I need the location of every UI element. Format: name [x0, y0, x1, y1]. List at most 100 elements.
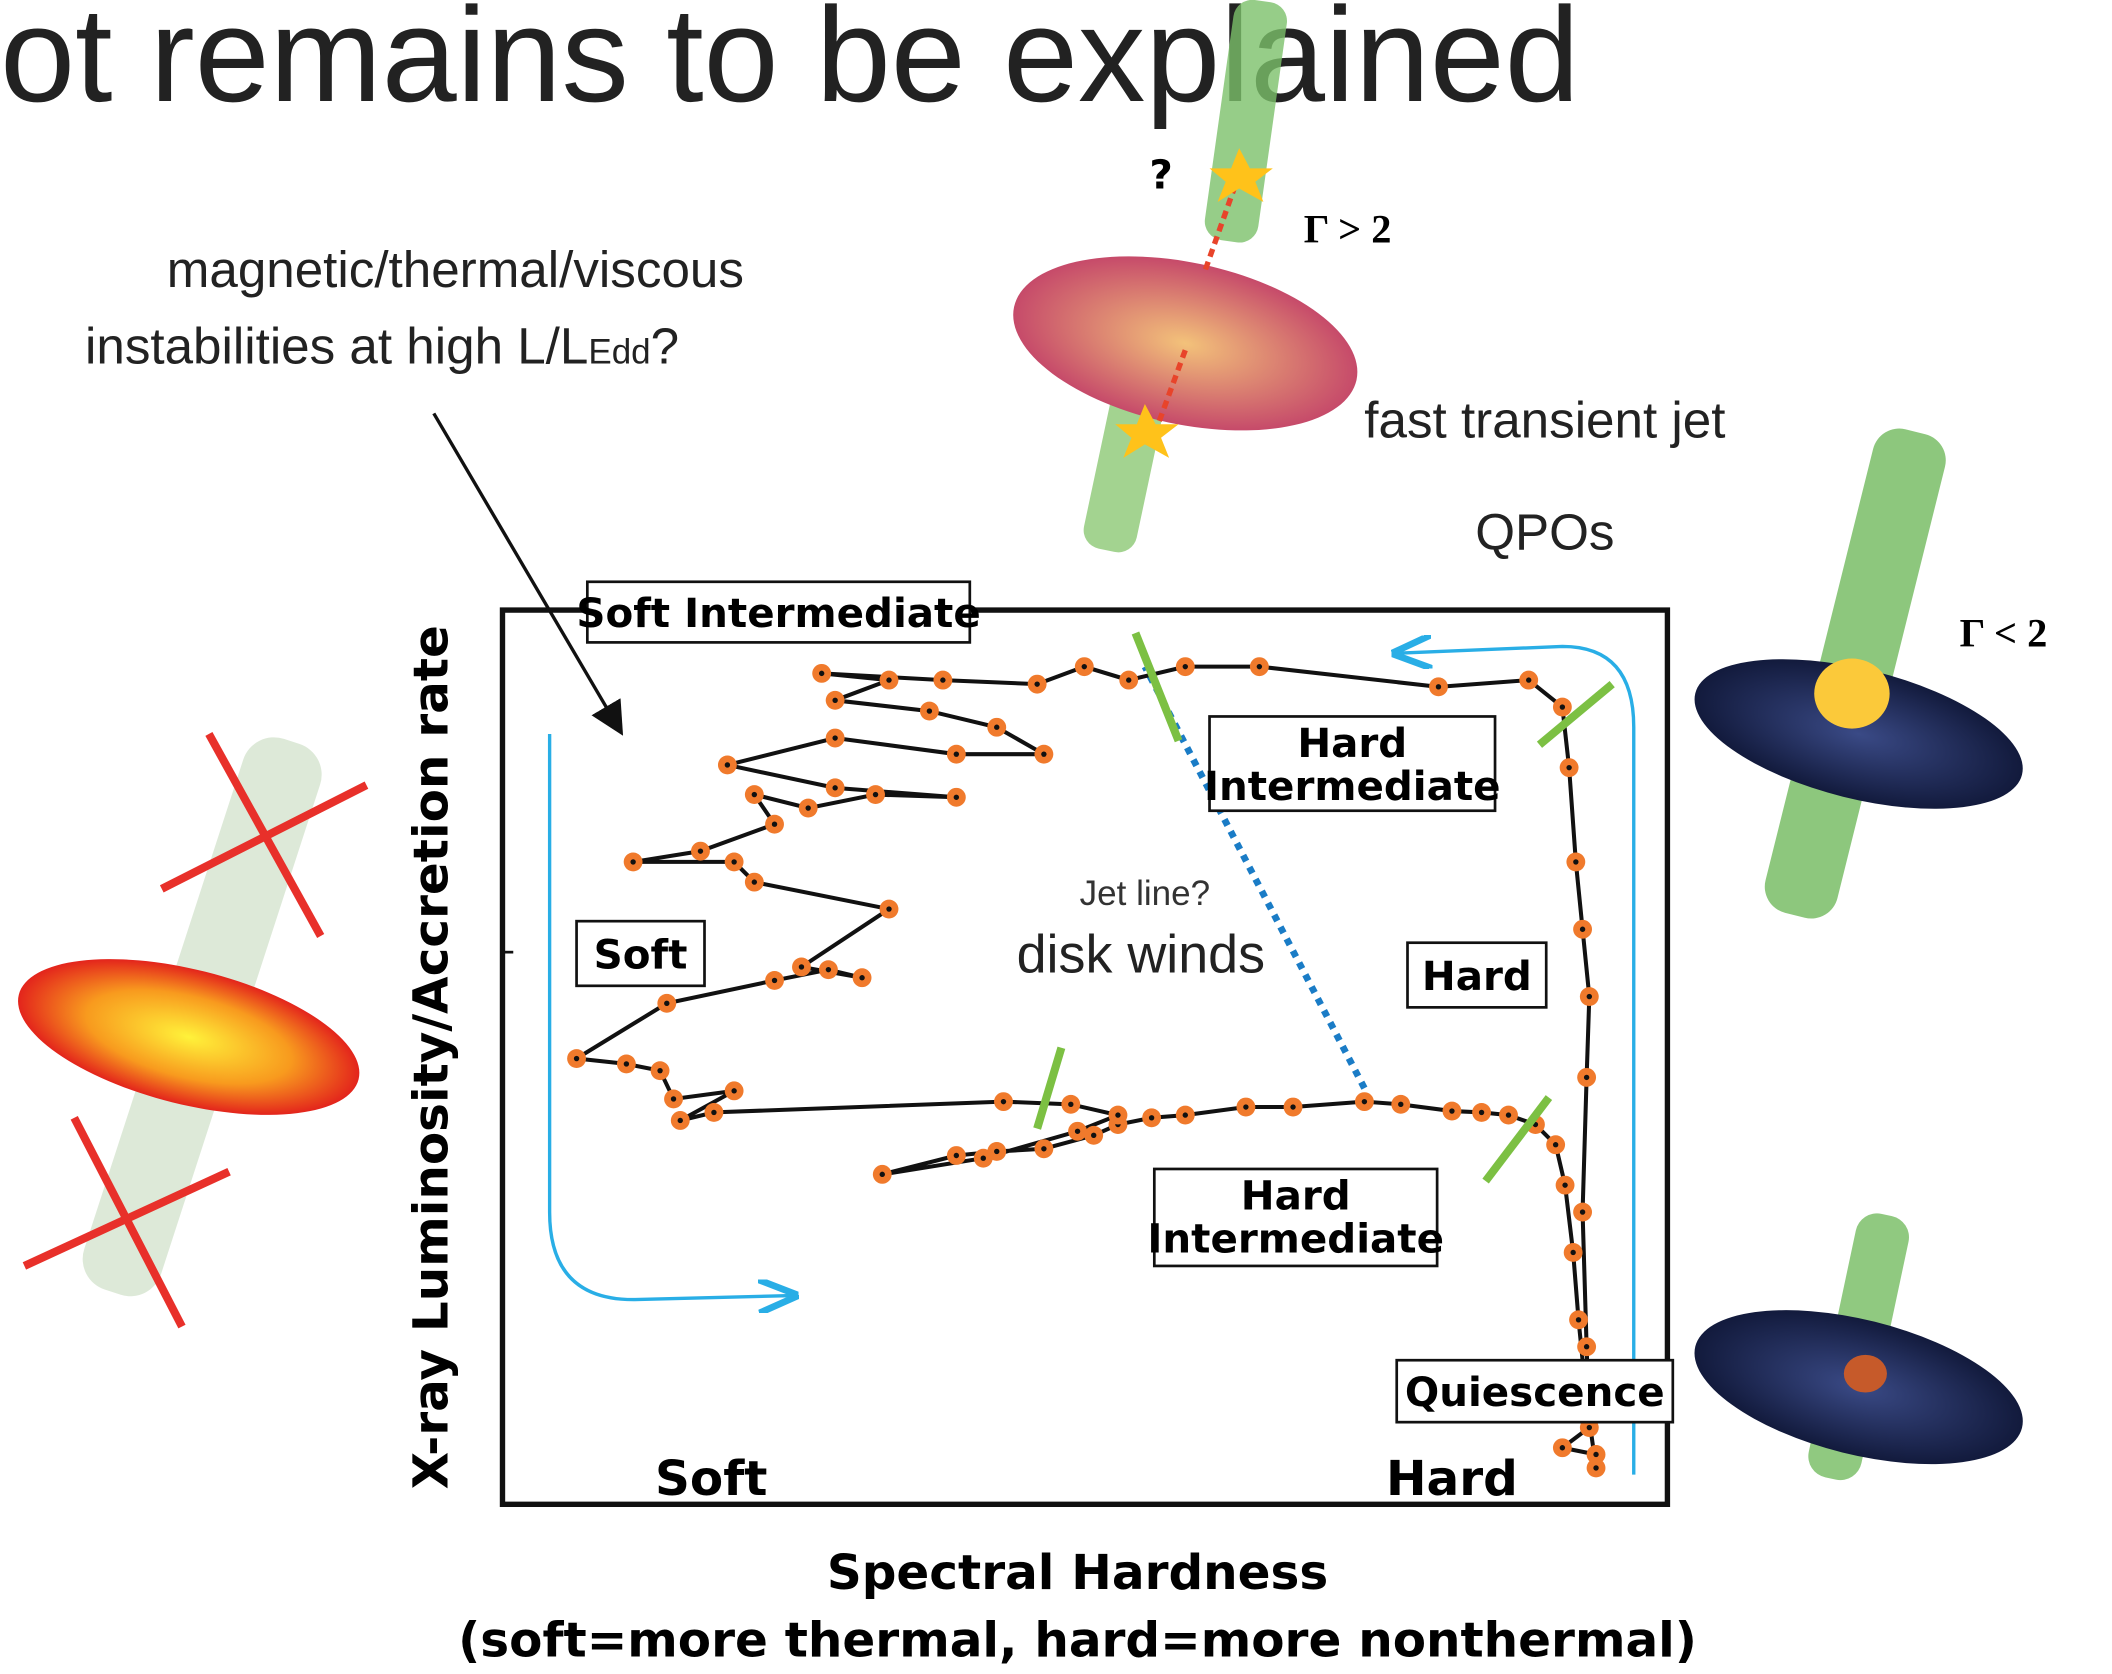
track-point-core: [711, 1110, 716, 1115]
track-point-core: [671, 1096, 676, 1101]
y-axis-label: X-ray Luminosity/Accretion rate: [403, 625, 459, 1489]
track-point-core: [1584, 1075, 1589, 1080]
annotation: QPOs: [1475, 503, 1614, 560]
track-point-core: [1082, 664, 1087, 669]
track-point-core: [1449, 1108, 1454, 1113]
track-point-core: [799, 964, 804, 969]
track-point-core: [954, 1153, 959, 1158]
track-point-core: [1573, 859, 1578, 864]
track-point-core: [1243, 1104, 1248, 1109]
track-point-core: [1570, 1250, 1575, 1255]
track-point-core: [772, 978, 777, 983]
track-point-core: [574, 1056, 579, 1061]
track-point-core: [886, 906, 891, 911]
gamma-label: Γ < 2: [1960, 610, 2048, 655]
track-point-core: [994, 1149, 999, 1154]
question-mark: ?: [1149, 151, 1172, 199]
track-point-core: [927, 708, 932, 713]
track-point-core: [981, 1156, 986, 1161]
track-point-core: [678, 1118, 683, 1123]
track-point-core: [1041, 1146, 1046, 1151]
annotation-text: ?: [651, 318, 679, 375]
track-point-core: [1091, 1133, 1096, 1138]
track-point-core: [806, 805, 811, 810]
track-point-core: [1526, 677, 1531, 682]
track-point-core: [752, 879, 757, 884]
track-point-core: [1068, 1102, 1073, 1107]
track-point-core: [1362, 1099, 1367, 1104]
flow-arrow: [550, 734, 792, 1300]
track-point-core: [1562, 1182, 1567, 1187]
annotation: Jet line?: [1080, 874, 1210, 913]
track-point-core: [832, 735, 837, 740]
track-point-core: [698, 848, 703, 853]
track-point-core: [1075, 1129, 1080, 1134]
track-point-core: [1587, 1425, 1592, 1430]
gamma-label: Γ > 2: [1304, 206, 1392, 251]
annotation: disk winds: [1017, 924, 1265, 984]
track-point-core: [1553, 1142, 1558, 1147]
annotation-subscript: Edd: [588, 333, 650, 372]
track-point-core: [1149, 1115, 1154, 1120]
annotation: fast transient jet: [1364, 392, 1725, 449]
track-point-core: [1290, 1104, 1295, 1109]
x-axis-label: Spectral Hardness: [827, 1545, 1328, 1601]
track-point-core: [994, 725, 999, 730]
annotation: magnetic/thermal/viscous: [167, 241, 744, 298]
track-point-core: [657, 1068, 662, 1073]
track-point-core: [832, 785, 837, 790]
slide: ot remains to be explained ? Γ > 2 Γ < 2…: [0, 0, 2112, 1674]
track-point-core: [954, 795, 959, 800]
track-point-core: [1398, 1102, 1403, 1107]
state-label: Hard: [1422, 952, 1532, 1000]
pointer-arrow: [434, 413, 620, 729]
corner-label: Hard: [1386, 1451, 1518, 1507]
track-point-core: [1580, 927, 1585, 932]
x-axis-sublabel: (soft=more thermal, hard=more nonthermal…: [458, 1612, 1697, 1668]
state-label: Soft: [594, 930, 688, 978]
track-point-core: [1126, 677, 1131, 682]
track-point-core: [826, 967, 831, 972]
track-point-core: [886, 677, 891, 682]
illustration-left-disk: [3, 729, 375, 1327]
track-point-core: [1001, 1099, 1006, 1104]
track-point-core: [1506, 1112, 1511, 1117]
track-point-core: [664, 1001, 669, 1006]
corner-label: Soft: [655, 1451, 767, 1507]
track-point-core: [1257, 664, 1262, 669]
track-point-core: [1566, 765, 1571, 770]
track-point-core: [880, 1172, 885, 1177]
track-point-core: [1041, 751, 1046, 756]
track-point-core: [772, 822, 777, 827]
illustration-right-jet: [1679, 423, 2038, 1493]
track-point-core: [1587, 994, 1592, 999]
track-point-core: [752, 792, 757, 797]
track-point-core: [1183, 664, 1188, 669]
page: ot remains to be explained ? Γ > 2 Γ < 2…: [0, 0, 2112, 1674]
track-point-core: [1593, 1452, 1598, 1457]
track-point-core: [1593, 1465, 1598, 1470]
track-point-core: [1115, 1112, 1120, 1117]
track-point-core: [1580, 1209, 1585, 1214]
track-point-core: [1576, 1317, 1581, 1322]
annotation-text: instabilities at high L/L: [85, 318, 588, 375]
track-point-core: [832, 698, 837, 703]
track-point-core: [1479, 1110, 1484, 1115]
state-label: Quiescence: [1405, 1368, 1665, 1416]
track-point-core: [940, 677, 945, 682]
track-point-core: [819, 671, 824, 676]
track-point-core: [624, 1061, 629, 1066]
track-point-core: [1584, 1344, 1589, 1349]
track-point-core: [1436, 684, 1441, 689]
track-point-core: [630, 859, 635, 864]
track-point-core: [1034, 681, 1039, 686]
annotation: instabilities at high L/LEdd?: [85, 318, 679, 375]
track-point-core: [1560, 1445, 1565, 1450]
slide-title: ot remains to be explained: [0, 0, 1579, 130]
track-point-core: [725, 762, 730, 767]
track-point-core: [873, 792, 878, 797]
track-point-core: [859, 975, 864, 980]
track-point-core: [731, 1088, 736, 1093]
track-point-core: [1560, 704, 1565, 709]
track-point-core: [1183, 1112, 1188, 1117]
